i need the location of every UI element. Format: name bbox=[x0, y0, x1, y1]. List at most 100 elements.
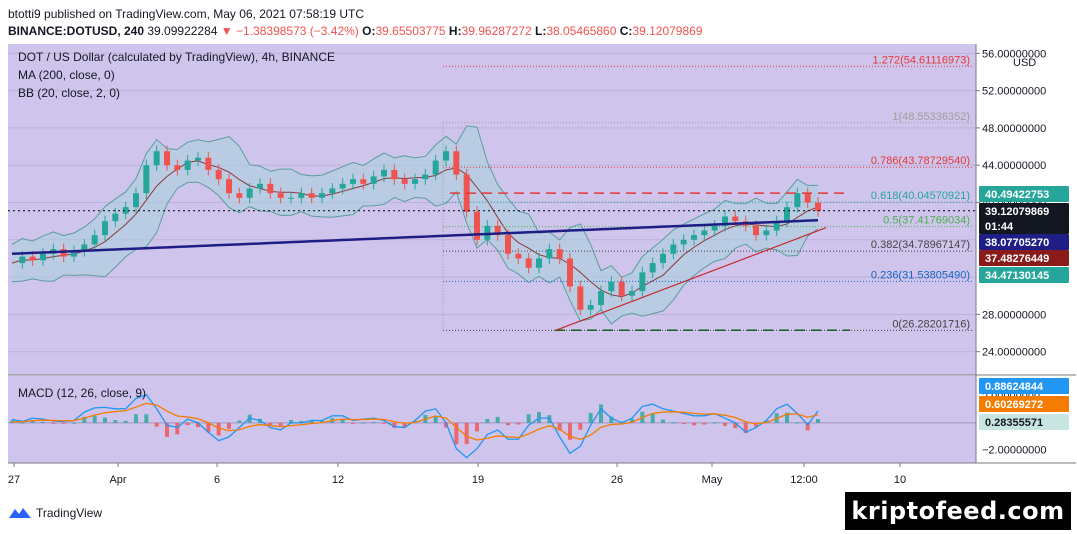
macd-hist-bar bbox=[712, 422, 717, 424]
price-badge bbox=[979, 218, 1069, 234]
candle-body bbox=[577, 286, 584, 310]
macd-hist-bar bbox=[268, 422, 273, 425]
candle-body bbox=[205, 157, 212, 170]
candle-body bbox=[401, 179, 408, 184]
macd-hist-bar bbox=[568, 422, 572, 440]
last-price: 39.09922284 bbox=[147, 24, 218, 38]
macd-hist-bar bbox=[681, 422, 686, 425]
macd-hist-bar bbox=[237, 420, 242, 423]
candle-body bbox=[784, 207, 790, 222]
candle-body bbox=[360, 179, 367, 184]
macd-hist-bar bbox=[41, 421, 45, 423]
price-tick-label: 28.00000000 bbox=[982, 309, 1046, 321]
price-badge bbox=[979, 378, 1069, 394]
candle-body bbox=[618, 281, 625, 296]
price-badge bbox=[979, 250, 1069, 266]
price-badge-label: 0.88624844 bbox=[985, 381, 1044, 393]
macd-hist-bar bbox=[289, 420, 293, 423]
macd-hist-bar bbox=[495, 416, 500, 423]
candle-body bbox=[288, 197, 294, 199]
macd-hist-bar bbox=[309, 419, 314, 423]
candle-body bbox=[246, 188, 253, 198]
candle-body bbox=[102, 221, 108, 236]
price-tick-label: 24.00000000 bbox=[982, 347, 1046, 359]
trendlines[interactable] bbox=[8, 192, 976, 331]
price-badges: 40.49422753 39.12079869 01:44 38.07705270 37… bbox=[979, 186, 1069, 430]
price-badge-label: 0.60269272 bbox=[985, 399, 1043, 411]
ohlc-header: BINANCE:DOTUSD, 240 39.09922284 ▼ −1.383… bbox=[8, 24, 703, 38]
symbol-label: BINANCE:DOTUSD, 240 bbox=[8, 24, 145, 38]
candle-body bbox=[308, 193, 315, 198]
macd-hist-bar bbox=[661, 419, 665, 423]
macd-hist-bar bbox=[392, 422, 397, 428]
candle-body bbox=[474, 211, 480, 240]
macd-hist-bar bbox=[154, 422, 159, 427]
price-badge bbox=[979, 203, 1069, 219]
candle-body bbox=[753, 225, 759, 236]
macd-hist-bar bbox=[743, 422, 748, 434]
macd-hist-bar bbox=[764, 420, 769, 423]
macd-hist-bar bbox=[557, 422, 562, 431]
candle-body bbox=[391, 169, 398, 180]
macd-hist-bar bbox=[175, 422, 180, 435]
candle-body bbox=[494, 225, 501, 236]
candle-body bbox=[257, 183, 263, 189]
macd-hist-bar bbox=[464, 422, 469, 445]
time-tick-label: May bbox=[702, 474, 723, 486]
fib-label: 1(48.55336352) bbox=[892, 111, 970, 123]
legend-macd: MACD (12, 26, close, 9) bbox=[18, 386, 146, 400]
candle-body bbox=[794, 193, 801, 208]
candle-body bbox=[19, 256, 26, 264]
fib-label: 1.272(54.61116973) bbox=[873, 54, 970, 66]
candle-body bbox=[143, 165, 150, 194]
price-tick-label: 56.00000000 bbox=[982, 48, 1046, 60]
candle-body bbox=[536, 258, 542, 268]
indicator-legend: DOT / US Dollar (calculated by TradingVi… bbox=[18, 50, 335, 400]
candle-body bbox=[71, 250, 77, 257]
macd-hist-bar bbox=[578, 422, 583, 430]
candle-body bbox=[329, 188, 336, 194]
candle-body bbox=[432, 160, 439, 175]
candle-body bbox=[319, 193, 325, 198]
macd-hist-bar bbox=[371, 421, 376, 423]
macd-hist-bar bbox=[196, 422, 200, 427]
macd-hist-bar bbox=[485, 419, 490, 423]
tradingview-logo[interactable]: TradingView bbox=[8, 506, 102, 520]
candle-body bbox=[153, 151, 160, 166]
macd-hist-bar bbox=[723, 422, 727, 426]
time-tick-label: 27 bbox=[8, 474, 20, 486]
axes: 56.00000000 52.00000000 48.00000000 44.0000… bbox=[8, 44, 1076, 486]
low-value: 38.05465860 bbox=[546, 24, 617, 38]
time-tick-label: 19 bbox=[472, 474, 484, 486]
candle-body bbox=[277, 193, 284, 198]
candle-body bbox=[608, 281, 615, 292]
candle-body bbox=[195, 157, 201, 161]
macd-pane-bg bbox=[8, 376, 976, 463]
macd-hist-bar bbox=[82, 416, 87, 423]
candle-body bbox=[546, 249, 553, 259]
publish-info: btotti9 published on TradingView.com, Ma… bbox=[8, 7, 364, 21]
candle-body bbox=[122, 207, 129, 214]
signal-line bbox=[11, 402, 819, 441]
candle-body bbox=[215, 169, 222, 180]
price-badge bbox=[979, 267, 1069, 283]
macd-hist-bar bbox=[630, 418, 634, 423]
price-badge-label: 34.47130145 bbox=[985, 270, 1049, 282]
candle-body bbox=[184, 160, 191, 170]
macd-hist-bar bbox=[588, 412, 593, 423]
macd-hist-bar bbox=[609, 416, 614, 423]
time-tick-label: 10 bbox=[894, 474, 906, 486]
macd-hist-bar bbox=[216, 422, 221, 436]
macd-hist-bar bbox=[454, 422, 459, 445]
ma-line bbox=[11, 218, 819, 256]
bollinger-bands bbox=[11, 125, 819, 325]
open-label: O: bbox=[362, 24, 376, 38]
macd-hist-bar bbox=[351, 422, 355, 424]
macd-hist-bar bbox=[61, 422, 66, 424]
time-tick-label: 6 bbox=[214, 474, 220, 486]
price-badge-label: 38.07705270 bbox=[985, 237, 1049, 249]
macd-hist-bar bbox=[433, 415, 438, 423]
bb-lower bbox=[11, 181, 819, 325]
fib-label: 0.236(31.53805490) bbox=[871, 269, 970, 281]
